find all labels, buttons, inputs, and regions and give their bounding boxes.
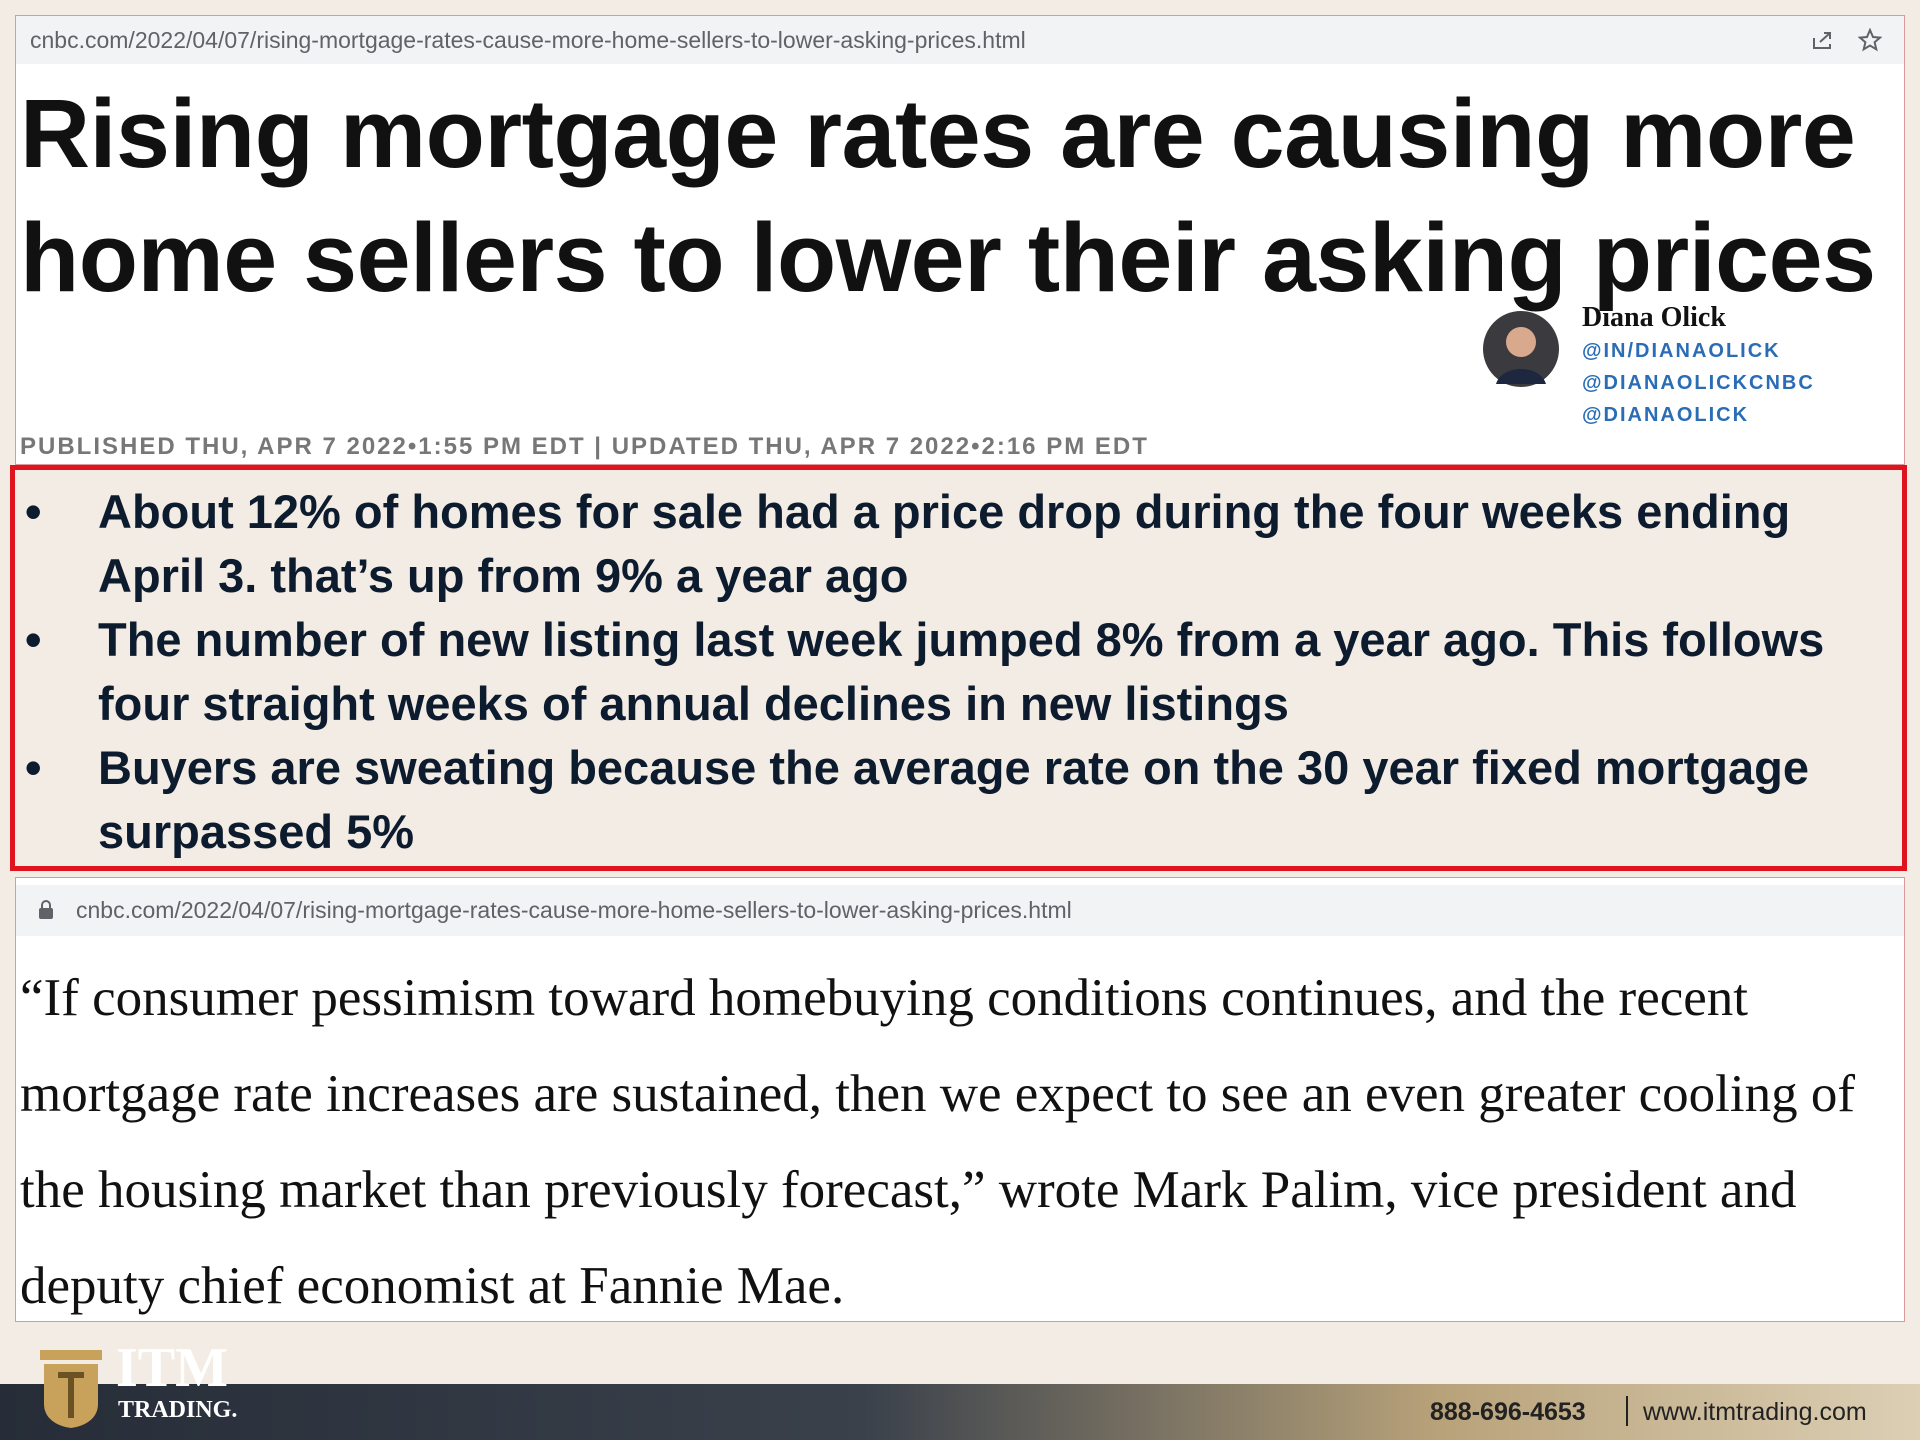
website[interactable]: www.itmtrading.com [1643, 1398, 1867, 1426]
published-line: PUBLISHED THU, APR 7 2022•1:55 PM EDT | … [20, 433, 1149, 460]
url[interactable]: cnbc.com/2022/04/07/rising-mortgage-rate… [30, 27, 1026, 53]
logo-icon [40, 1350, 102, 1428]
footer-bar [0, 1384, 1920, 1440]
author-name: Diana Olick [1582, 302, 1726, 333]
phone: 888-696-4653 [1430, 1398, 1586, 1426]
author-handle[interactable]: @DIANAOLICKCNBC [1582, 372, 1815, 394]
headline: Rising mortgage rates are causing more h… [20, 79, 1876, 312]
address-bar: cnbc.com/2022/04/07/rising-mortgage-rate… [16, 16, 1904, 64]
bullet-list: About 12% of homes for sale had a price … [10, 465, 1907, 871]
author-handle[interactable]: @DIANAOLICK [1582, 404, 1750, 426]
bullet: About 12% of homes for sale had a price … [15, 480, 1902, 608]
address-bar: cnbc.com/2022/04/07/rising-mortgage-rate… [16, 885, 1904, 936]
article-panel: cnbc.com/2022/04/07/rising-mortgage-rate… [15, 15, 1905, 465]
divider [1626, 1396, 1628, 1426]
lock-icon [39, 900, 53, 919]
bullet: The number of new listing last week jump… [15, 608, 1902, 736]
star-icon[interactable] [1858, 28, 1882, 52]
logo-sub: TRADING. [118, 1397, 238, 1423]
share-icon[interactable] [1810, 28, 1834, 52]
logo-main: ITM [116, 1337, 228, 1399]
quote: “If consumer pessimism toward homebuying… [20, 969, 1856, 1315]
url[interactable]: cnbc.com/2022/04/07/rising-mortgage-rate… [76, 897, 1072, 923]
author-handle[interactable]: @IN/DIANAOLICK [1582, 340, 1781, 362]
quote-panel: cnbc.com/2022/04/07/rising-mortgage-rate… [15, 877, 1905, 1322]
author-avatar [1483, 311, 1559, 387]
bullet: Buyers are sweating because the average … [15, 736, 1902, 864]
